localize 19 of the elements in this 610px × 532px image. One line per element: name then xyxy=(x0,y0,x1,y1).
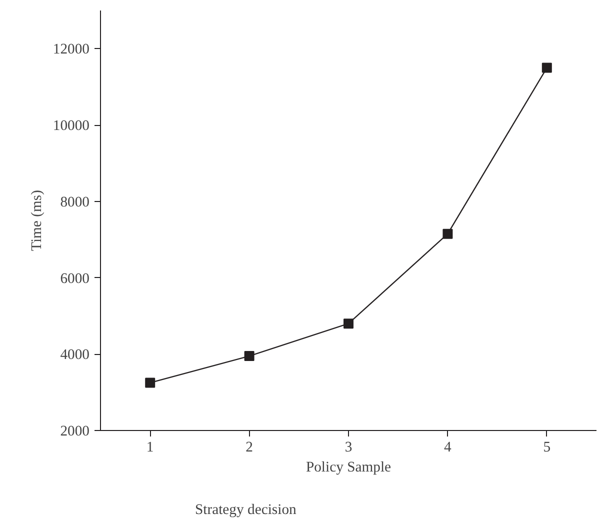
point xyxy=(344,318,354,329)
x-tick-label: 3 xyxy=(344,440,352,456)
y-axis-title: Time (ms) xyxy=(28,190,45,251)
y-tick-label: 2000 xyxy=(60,424,90,440)
point xyxy=(442,228,453,239)
point xyxy=(145,378,156,388)
x-tick-label: 5 xyxy=(543,440,551,456)
y-tick-label: 12000 xyxy=(52,42,90,58)
text: Strategy decision xyxy=(195,502,296,518)
y-tick-label: 10000 xyxy=(52,118,90,134)
y-tick-label: 8000 xyxy=(60,194,90,210)
x-axis-title: Policy Sample xyxy=(306,460,392,476)
point xyxy=(244,351,254,362)
x-tick-label: 4 xyxy=(444,440,452,456)
y-tick-label: 6000 xyxy=(60,270,90,287)
point xyxy=(542,62,552,73)
x-tick-label: 1 xyxy=(146,440,154,456)
y-tick-label: 4000 xyxy=(60,347,90,364)
x-tick-label: 2 xyxy=(246,440,253,456)
